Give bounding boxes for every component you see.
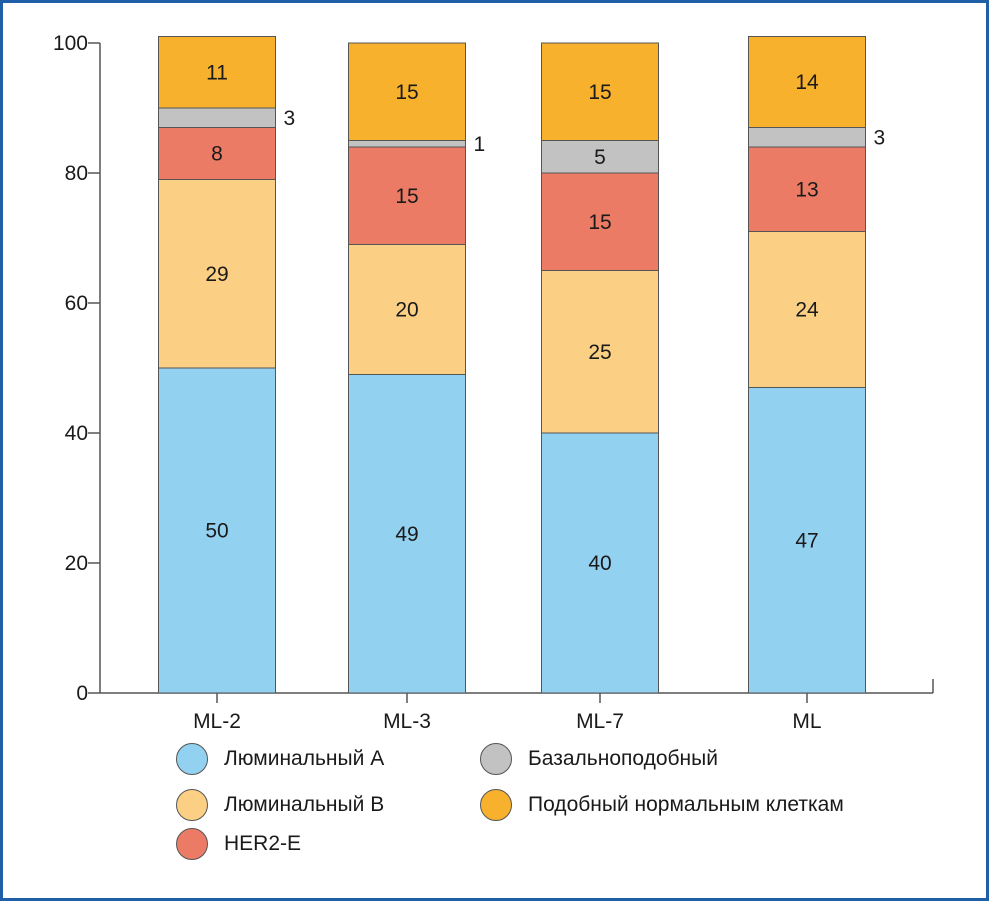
bar-segment — [541, 432, 659, 694]
x-tick-label: ML-2 — [193, 710, 241, 733]
y-tick-label: 80 — [65, 162, 88, 185]
y-tick-label: 100 — [53, 32, 88, 55]
data-label: 3 — [874, 126, 886, 149]
legend-swatch — [176, 743, 208, 775]
legend-label: Базальноподобный — [528, 747, 718, 770]
y-tick-label: 40 — [65, 422, 88, 445]
data-label: 1 — [474, 133, 486, 156]
x-tick-label: ML-3 — [383, 710, 431, 733]
bar-segment — [158, 107, 276, 128]
data-label: 24 — [795, 299, 819, 322]
data-label: 8 — [211, 143, 223, 166]
data-label: 50 — [205, 520, 228, 543]
legend-swatch — [480, 789, 512, 821]
bar-segment — [541, 172, 659, 271]
data-label: 13 — [795, 178, 818, 201]
data-label: 40 — [588, 552, 611, 575]
bar-segment — [748, 387, 866, 694]
data-label: 29 — [205, 263, 228, 286]
legend-label: HER2-E — [224, 832, 302, 855]
legend-item: Люминальный В — [176, 787, 384, 823]
data-label: 15 — [588, 81, 611, 104]
bar-segment — [541, 42, 659, 141]
bar-segment — [541, 140, 659, 174]
legend-item: HER2-E — [176, 826, 301, 862]
legend-swatch — [176, 828, 208, 860]
bar-segment — [348, 140, 466, 148]
bar-segment — [348, 244, 466, 375]
legend-swatch — [480, 743, 512, 775]
legend-label: Люминальный А — [224, 747, 385, 770]
data-label: 15 — [395, 185, 418, 208]
data-label: 15 — [395, 81, 418, 104]
data-label: 14 — [795, 71, 819, 94]
bar-segment — [541, 270, 659, 434]
bar-segment — [348, 42, 466, 141]
bar-segment — [748, 127, 866, 148]
bar-segment — [158, 179, 276, 369]
legend-label: Люминальный В — [224, 793, 385, 816]
bar-segment — [348, 374, 466, 694]
legend-item: Базальноподобный — [480, 741, 718, 777]
legend-swatch — [176, 789, 208, 821]
bar-segment — [748, 36, 866, 128]
data-label: 3 — [284, 107, 296, 130]
legend-item: Подобный нормальным клеткам — [480, 787, 844, 823]
data-label: 20 — [395, 299, 418, 322]
data-label: 47 — [795, 529, 818, 552]
data-label: 5 — [594, 146, 606, 169]
bar-segment — [158, 367, 276, 694]
data-label: 25 — [588, 341, 611, 364]
data-label: 11 — [206, 61, 228, 84]
x-tick-label: ML-7 — [576, 710, 624, 733]
legend-item: Люминальный А — [176, 741, 384, 777]
x-tick-label: ML — [792, 710, 821, 733]
y-tick-label: 0 — [76, 682, 88, 705]
y-tick-label: 20 — [65, 552, 88, 575]
bar-segment — [158, 127, 276, 180]
y-tick-label: 60 — [65, 292, 88, 315]
bar-segment — [158, 36, 276, 109]
legend-label: Подобный нормальным клеткам — [528, 793, 844, 816]
data-label: 49 — [395, 523, 418, 546]
data-label: 15 — [588, 211, 611, 234]
